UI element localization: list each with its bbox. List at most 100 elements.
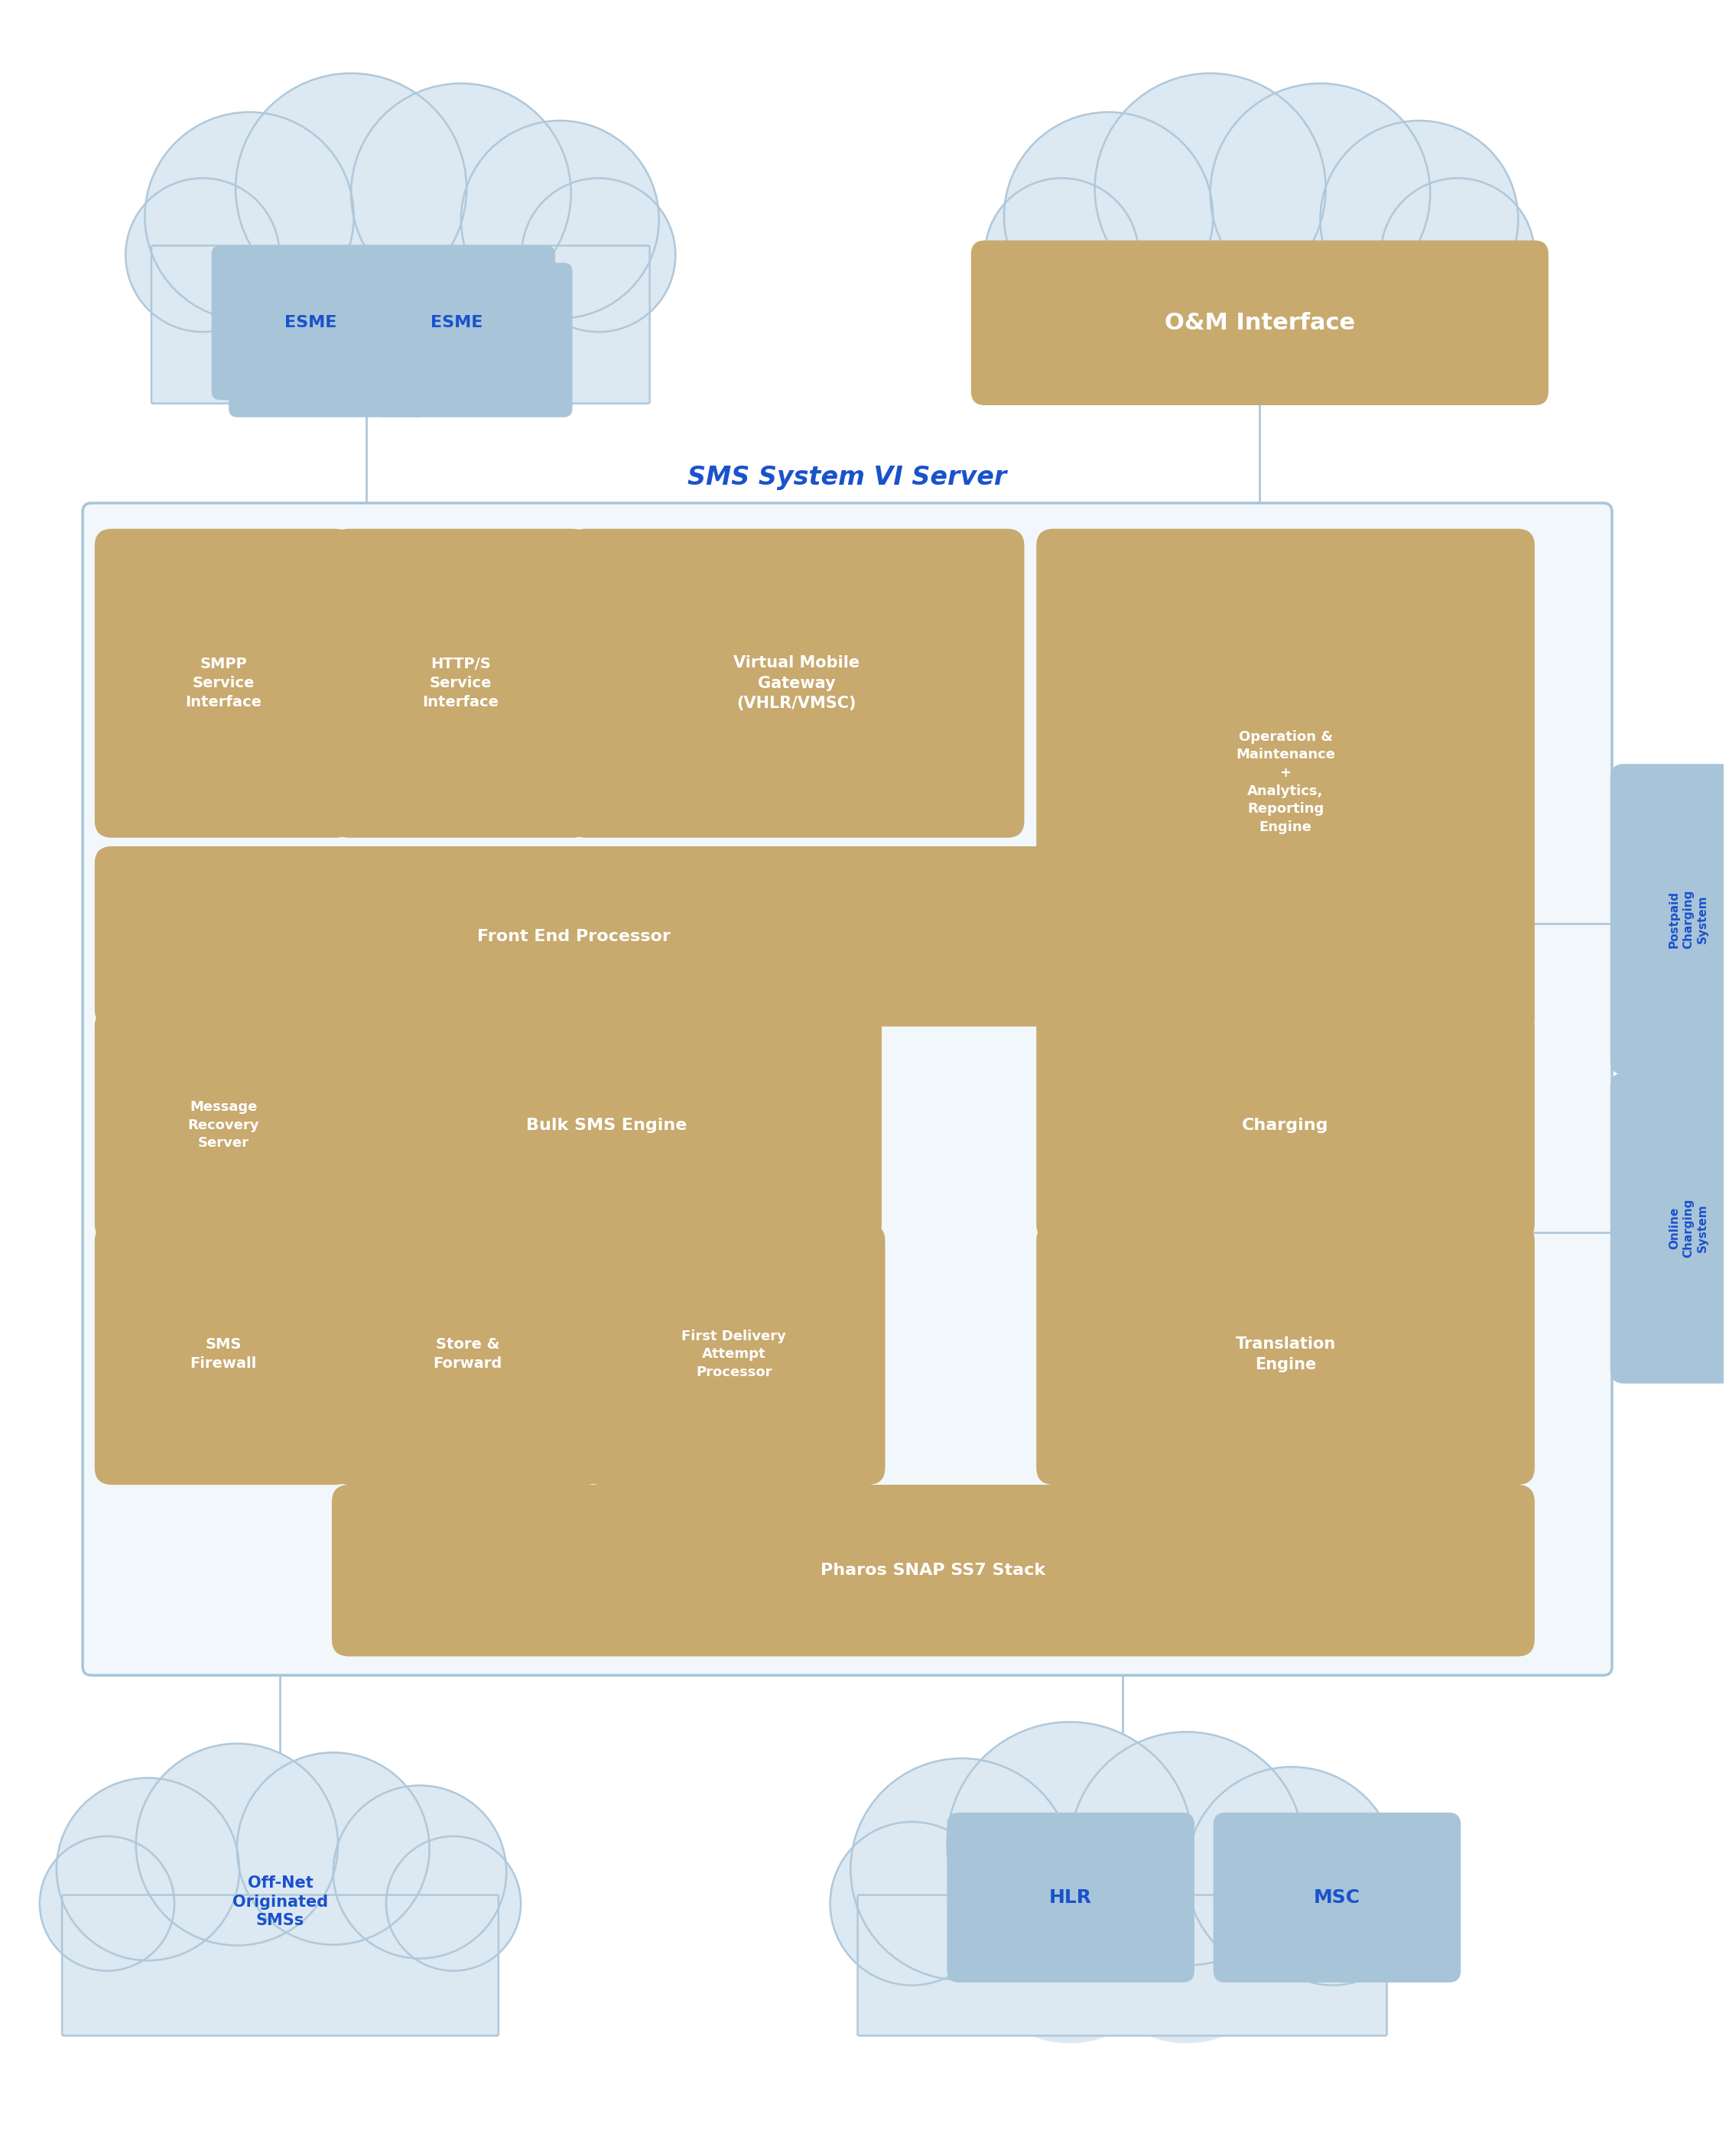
FancyBboxPatch shape	[95, 1225, 353, 1485]
FancyBboxPatch shape	[1036, 1225, 1535, 1485]
Text: ESME: ESME	[431, 315, 482, 330]
Circle shape	[40, 1837, 175, 1971]
Circle shape	[365, 201, 557, 392]
FancyBboxPatch shape	[358, 246, 555, 401]
Circle shape	[1250, 1822, 1414, 1986]
Circle shape	[462, 121, 659, 319]
Circle shape	[868, 1841, 1055, 2029]
Text: Off-Net
Originated
SMSs: Off-Net Originated SMSs	[232, 1876, 329, 1927]
Circle shape	[71, 1858, 225, 2012]
Circle shape	[1062, 153, 1248, 341]
Circle shape	[968, 1839, 1172, 2042]
Circle shape	[137, 1744, 337, 1945]
Text: ESME: ESME	[284, 315, 337, 330]
Circle shape	[290, 1815, 453, 1979]
Text: Operation &
Maintenance
+
Analytics,
Reporting
Engine: Operation & Maintenance + Analytics, Rep…	[1236, 731, 1335, 834]
Text: SMS
Firewall: SMS Firewall	[190, 1337, 258, 1371]
Circle shape	[1094, 73, 1326, 304]
FancyBboxPatch shape	[211, 246, 410, 401]
Circle shape	[194, 1807, 367, 1981]
Text: O&M Interface: O&M Interface	[1164, 313, 1356, 334]
FancyBboxPatch shape	[1010, 246, 1509, 403]
Circle shape	[254, 201, 448, 392]
Text: First Delivery
Attempt
Processor: First Delivery Attempt Processor	[681, 1330, 787, 1380]
Circle shape	[851, 1759, 1072, 1979]
Circle shape	[152, 1856, 322, 2024]
Circle shape	[911, 1798, 1110, 1996]
Circle shape	[1321, 121, 1518, 319]
Text: Store &
Forward: Store & Forward	[432, 1337, 501, 1371]
FancyBboxPatch shape	[1036, 528, 1535, 1035]
Circle shape	[1084, 1839, 1288, 2042]
Circle shape	[986, 179, 1139, 332]
Circle shape	[1331, 203, 1508, 379]
FancyBboxPatch shape	[972, 241, 1549, 405]
Text: Postpaid
Charging
System: Postpaid Charging System	[1668, 890, 1708, 949]
FancyBboxPatch shape	[1610, 1074, 1729, 1384]
Circle shape	[351, 84, 571, 304]
FancyBboxPatch shape	[83, 502, 1611, 1675]
FancyBboxPatch shape	[62, 1895, 498, 2035]
Text: SMPP
Service
Interface: SMPP Service Interface	[185, 658, 261, 709]
Circle shape	[830, 1822, 994, 1986]
Text: HLR: HLR	[1050, 1889, 1093, 1906]
Circle shape	[126, 179, 280, 332]
Circle shape	[1113, 201, 1307, 392]
Text: Translation
Engine: Translation Engine	[1235, 1337, 1337, 1371]
Circle shape	[386, 1837, 520, 1971]
Circle shape	[1070, 1731, 1304, 1966]
Circle shape	[947, 1723, 1193, 1966]
FancyBboxPatch shape	[228, 263, 427, 418]
Text: Virtual Mobile
Gateway
(VHLR/VMSC): Virtual Mobile Gateway (VHLR/VMSC)	[733, 655, 859, 711]
FancyBboxPatch shape	[1610, 763, 1729, 1074]
Circle shape	[472, 203, 648, 379]
Circle shape	[1160, 144, 1359, 343]
Circle shape	[1210, 84, 1430, 304]
Circle shape	[1381, 179, 1535, 332]
Text: HTTP/S
Service
Interface: HTTP/S Service Interface	[422, 658, 500, 709]
Circle shape	[202, 153, 389, 341]
Circle shape	[145, 112, 354, 321]
Circle shape	[1224, 201, 1416, 392]
Circle shape	[1020, 203, 1196, 379]
Circle shape	[412, 153, 598, 341]
FancyBboxPatch shape	[95, 528, 353, 839]
Text: Front End Processor: Front End Processor	[477, 929, 671, 944]
FancyBboxPatch shape	[152, 246, 650, 403]
FancyBboxPatch shape	[332, 1485, 1535, 1656]
Circle shape	[1017, 1789, 1228, 1999]
Circle shape	[1271, 153, 1458, 341]
Text: SMS System VI Server: SMS System VI Server	[688, 466, 1006, 489]
FancyBboxPatch shape	[332, 1225, 603, 1485]
FancyBboxPatch shape	[583, 1225, 885, 1485]
Circle shape	[334, 1785, 507, 1958]
FancyBboxPatch shape	[375, 263, 572, 418]
Circle shape	[107, 1815, 271, 1979]
Circle shape	[1198, 1841, 1385, 2029]
Text: Message
Recovery
Server: Message Recovery Server	[188, 1100, 259, 1149]
FancyBboxPatch shape	[1214, 1813, 1461, 1984]
Circle shape	[1005, 112, 1214, 321]
FancyBboxPatch shape	[947, 1813, 1195, 1984]
Text: Online
Charging
System: Online Charging System	[1668, 1199, 1708, 1257]
Circle shape	[1134, 1798, 1333, 1996]
FancyBboxPatch shape	[858, 1895, 1387, 2035]
Circle shape	[301, 144, 500, 343]
Circle shape	[522, 179, 676, 332]
Text: Charging: Charging	[1241, 1117, 1330, 1132]
FancyBboxPatch shape	[332, 1009, 882, 1242]
Circle shape	[235, 73, 467, 304]
Circle shape	[342, 1858, 496, 2012]
FancyBboxPatch shape	[95, 847, 1053, 1026]
FancyBboxPatch shape	[569, 528, 1024, 839]
FancyBboxPatch shape	[332, 528, 590, 839]
Circle shape	[57, 1779, 239, 1960]
Circle shape	[1186, 1768, 1397, 1977]
Circle shape	[237, 1753, 429, 1945]
FancyBboxPatch shape	[95, 1009, 353, 1242]
FancyBboxPatch shape	[1036, 1009, 1535, 1242]
Text: MSC: MSC	[1314, 1889, 1361, 1906]
Circle shape	[161, 203, 337, 379]
Text: Pharos SNAP SS7 Stack: Pharos SNAP SS7 Stack	[821, 1563, 1046, 1578]
Text: Bulk SMS Engine: Bulk SMS Engine	[526, 1117, 686, 1132]
